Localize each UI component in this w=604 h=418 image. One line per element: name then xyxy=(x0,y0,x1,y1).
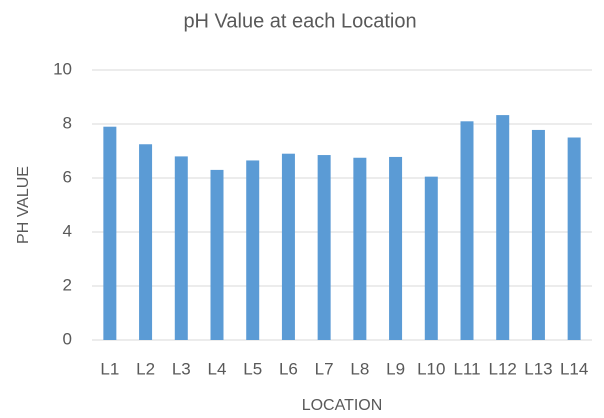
bar xyxy=(317,155,331,340)
y-tick-label: 0 xyxy=(63,329,72,348)
y-tick-label: 2 xyxy=(63,275,72,294)
x-axis-title: LOCATION xyxy=(302,397,383,414)
y-axis-title: PH VALUE xyxy=(15,166,32,244)
x-tick-label: L8 xyxy=(350,359,369,378)
bar xyxy=(460,121,474,340)
bar xyxy=(424,176,438,340)
x-tick-label: L2 xyxy=(136,359,155,378)
x-tick-label: L11 xyxy=(453,359,480,378)
bar xyxy=(210,169,224,340)
x-tick-label: L9 xyxy=(386,359,405,378)
y-tick-label: 4 xyxy=(63,221,72,240)
x-tick-label: L3 xyxy=(172,359,191,378)
x-tick-label: L10 xyxy=(417,359,445,378)
x-tick-label: L4 xyxy=(208,359,227,378)
bar xyxy=(496,115,510,340)
x-tick-label: L7 xyxy=(315,359,334,378)
bar xyxy=(103,126,117,340)
x-tick-label: L1 xyxy=(100,359,119,378)
bar xyxy=(389,156,403,340)
chart-title: pH Value at each Location xyxy=(183,10,416,32)
bar xyxy=(174,156,188,340)
y-tick-label: 8 xyxy=(63,113,72,132)
x-tick-label: L12 xyxy=(489,359,517,378)
x-tick-label: L14 xyxy=(560,359,588,378)
x-tick-label: L13 xyxy=(524,359,552,378)
y-tick-label: 10 xyxy=(53,59,72,78)
bar xyxy=(567,137,581,340)
y-tick-label: 6 xyxy=(63,167,72,186)
x-tick-label: L5 xyxy=(243,359,262,378)
bar xyxy=(246,160,260,340)
x-tick-label: L6 xyxy=(279,359,298,378)
bar xyxy=(531,129,545,340)
bar xyxy=(353,157,367,340)
bar xyxy=(139,144,153,340)
bar xyxy=(281,153,295,340)
